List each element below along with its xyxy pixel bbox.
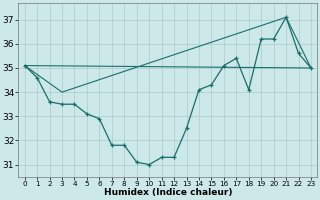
X-axis label: Humidex (Indice chaleur): Humidex (Indice chaleur) bbox=[104, 188, 232, 197]
